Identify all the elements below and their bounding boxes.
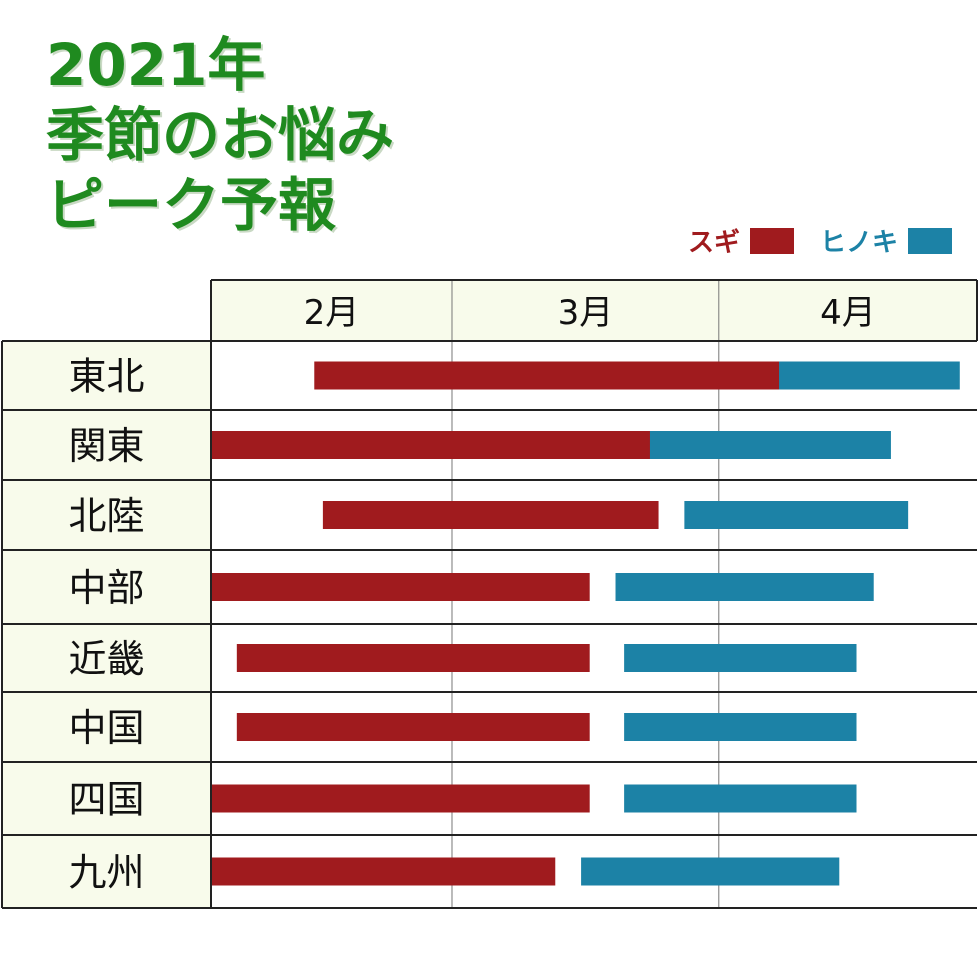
bar-hinoki	[624, 713, 857, 741]
region-label: 中部	[68, 566, 144, 610]
legend: スギ ヒノキ	[672, 222, 952, 259]
legend-label-hinoki: ヒノキ	[819, 228, 898, 258]
legend-item-sugi: スギ	[688, 222, 794, 259]
region-label: 中国	[68, 706, 144, 750]
month-header-bg	[211, 280, 977, 341]
bar-hinoki	[779, 361, 960, 390]
bar-sugi	[322, 501, 659, 529]
region-label: 近畿	[68, 637, 144, 681]
bar-hinoki	[649, 431, 891, 459]
bar-sugi	[314, 361, 788, 390]
title-line-2: 季節のお悩み	[46, 101, 395, 169]
month-label-2: 3月	[558, 293, 614, 333]
month-label-3: 4月	[820, 293, 876, 333]
bar-sugi	[211, 784, 590, 813]
bar-hinoki	[684, 501, 909, 529]
chart-title: 2021年 季節のお悩み ピーク予報	[46, 30, 394, 240]
title-line-3: ピーク予報	[46, 171, 337, 239]
bar-sugi	[211, 573, 590, 601]
bar-sugi	[236, 713, 590, 741]
region-label: 東北	[68, 355, 144, 399]
bar-sugi	[236, 644, 590, 672]
region-label: 九州	[68, 851, 144, 895]
legend-swatch-hinoki	[908, 227, 952, 254]
region-label: 四国	[68, 778, 144, 822]
bar-hinoki	[615, 573, 874, 601]
bar-hinoki	[624, 784, 857, 813]
month-label-1: 2月	[304, 293, 360, 333]
bar-hinoki	[624, 644, 857, 672]
bar-hinoki	[581, 857, 840, 886]
legend-item-hinoki: ヒノキ	[820, 222, 952, 259]
bar-sugi	[211, 431, 659, 459]
title-line-1: 2021年	[46, 31, 266, 99]
region-label: 北陸	[68, 494, 144, 538]
legend-swatch-sugi	[749, 227, 794, 254]
region-label: 関東	[68, 424, 144, 468]
bar-sugi	[211, 857, 556, 886]
legend-label-sugi: スギ	[687, 228, 740, 258]
